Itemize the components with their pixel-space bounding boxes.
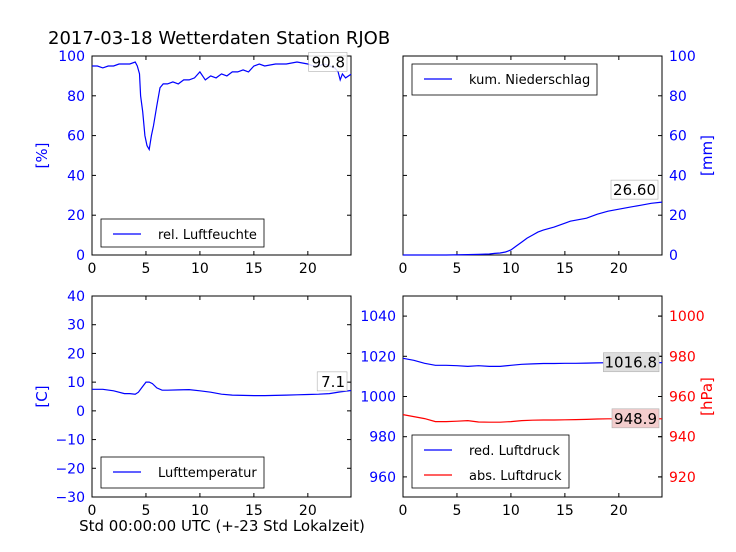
pressure-abs-annotation: 948.9 <box>614 410 657 428</box>
x-tick-label: 10 <box>502 503 520 519</box>
x-tick-label: 15 <box>245 503 263 519</box>
pressure-red-annotation-box <box>603 352 660 373</box>
y-tick-label: 0 <box>669 248 678 264</box>
x-tick-label: 15 <box>245 261 263 277</box>
value-annotation: 7.1 <box>321 373 345 391</box>
y-tick-label: 0 <box>76 248 85 264</box>
panel-top-right: 0 5 10 15 20 0 20 40 60 80 100 [mm] kum. Niederschla… <box>399 49 716 277</box>
panel-bottom-right: 0 5 10 15 20 960 980 1000 1020 1040 920 940 960 980 10… <box>360 295 716 519</box>
y-tick-label: 10 <box>67 375 85 391</box>
x-tick-label: 20 <box>610 503 628 519</box>
value-annotation-box <box>308 52 348 72</box>
pressure-abs-annotation-box <box>611 408 660 429</box>
y-tick-label: −10 <box>55 433 85 449</box>
y-right-tick-label: 980 <box>669 349 696 365</box>
y-tick-label: 100 <box>58 49 85 65</box>
y-tick-label: 30 <box>67 318 85 334</box>
x-tick-label: 0 <box>88 261 97 277</box>
series-line <box>92 381 352 397</box>
x-tick-label: 0 <box>399 261 408 277</box>
y-tick-label: 20 <box>669 208 687 224</box>
x-tick-label: 0 <box>399 503 408 519</box>
y-tick-label: 980 <box>369 430 396 446</box>
x-tick-label: 20 <box>610 261 628 277</box>
y-right-tick-label: 920 <box>669 470 696 486</box>
y-axis-label: [mm] <box>698 135 716 176</box>
value-annotation: 26.60 <box>613 181 656 199</box>
x-tick-label: 10 <box>191 503 209 519</box>
y-tick-label: 0 <box>76 404 85 420</box>
x-tick-label: 20 <box>299 261 317 277</box>
legend-label: kum. Niederschlag <box>469 73 590 88</box>
series-line <box>403 201 663 256</box>
y-tick-label: −20 <box>55 461 85 477</box>
pressure-red-annotation: 1016.8 <box>605 354 658 372</box>
y-right-tick-label: 940 <box>669 430 696 446</box>
y-tick-label: 960 <box>369 470 396 486</box>
y-tick-label: −30 <box>55 490 85 506</box>
panel-top-left: 0 5 10 15 20 0 20 40 60 80 100 [%] rel. Luftfeuchte 9… <box>33 49 352 277</box>
legend-label: red. Luftdruck <box>469 444 560 459</box>
legend-label: abs. Luftdruck <box>469 469 562 484</box>
x-tick-label: 5 <box>141 503 150 519</box>
y-axis-label: [%] <box>33 143 51 169</box>
x-tick-label: 5 <box>452 261 461 277</box>
x-tick-label: 10 <box>191 261 209 277</box>
x-tick-label: 15 <box>556 261 574 277</box>
y-tick-label: 20 <box>67 208 85 224</box>
y-tick-label: 20 <box>67 346 85 362</box>
x-tick-label: 5 <box>452 503 461 519</box>
x-tick-label: 5 <box>141 261 150 277</box>
value-annotation: 90.8 <box>312 53 345 71</box>
y-tick-label: 80 <box>67 89 85 105</box>
y-tick-label: 60 <box>67 129 85 145</box>
y-tick-label: 100 <box>669 49 696 65</box>
y-tick-label: 40 <box>67 168 85 184</box>
y-tick-label: 1020 <box>360 349 396 365</box>
figure-title: 2017-03-18 Wetterdaten Station RJOB <box>48 28 390 49</box>
panel-bottom-left: 0 5 10 15 20 −30 −20 −10 0 10 20 30 40 [C] Lufttempera… <box>33 289 352 519</box>
x-tick-label: 20 <box>299 503 317 519</box>
x-tick-label: 10 <box>502 261 520 277</box>
y-axis-label: [hPa] <box>698 377 716 416</box>
y-tick-label: 80 <box>669 89 687 105</box>
value-annotation-box <box>316 371 348 392</box>
y-right-tick-label: 1000 <box>669 309 705 325</box>
y-tick-label: 1000 <box>360 390 396 406</box>
y-tick-label: 40 <box>669 168 687 184</box>
legend-label: Lufttemperatur <box>158 466 257 481</box>
y-tick-label: 1040 <box>360 309 396 325</box>
y-tick-label: 60 <box>669 129 687 145</box>
legend-label: rel. Luftfeuchte <box>158 228 257 243</box>
y-right-tick-label: 960 <box>669 390 696 406</box>
x-axis-label: Std 00:00:00 UTC (+-23 Std Lokalzeit) <box>79 517 365 535</box>
y-tick-label: 40 <box>67 289 85 305</box>
y-axis-label: [C] <box>33 385 51 407</box>
legend-box <box>411 434 570 489</box>
value-annotation-box <box>610 179 659 200</box>
legend-box <box>100 218 265 248</box>
x-tick-label: 15 <box>556 503 574 519</box>
x-tick-label: 0 <box>88 503 97 519</box>
